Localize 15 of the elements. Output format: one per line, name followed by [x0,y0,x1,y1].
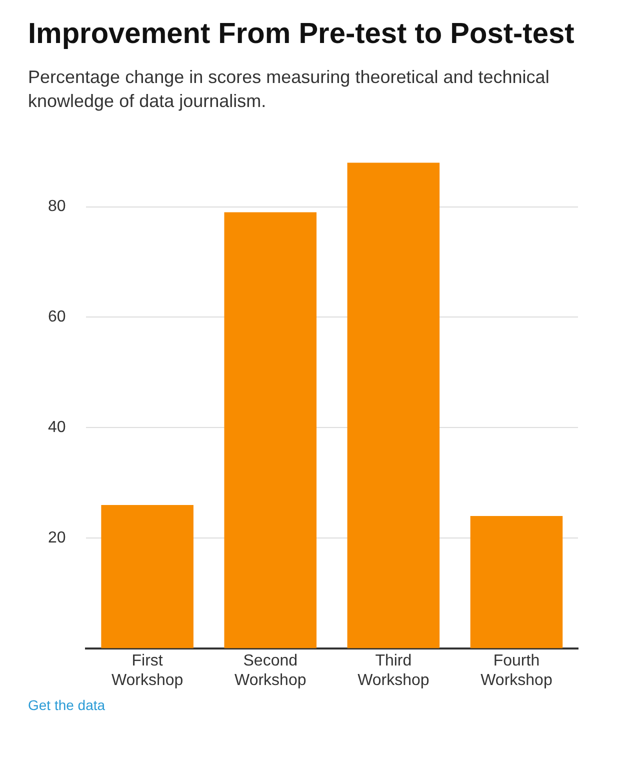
chart-subtitle: Percentage change in scores measuring theoretical and technical knowledge of data journalism. [28,66,550,113]
chart-title: Improvement From Pre-test to Post-test [28,18,576,51]
text: Get the data [28,697,106,713]
bar [224,212,317,648]
bar [101,505,194,648]
x-tick-label: Fourth Workshop [480,652,552,689]
y-tick-label: 20 [48,530,66,547]
x-tick-label: First Workshop [111,652,184,689]
x-tick-label: Second Workshop [234,652,306,689]
y-tick-label: 40 [48,419,66,436]
x-tick-label: Third Workshop [358,652,430,689]
bar [347,162,440,648]
y-tick-label: 80 [48,198,66,216]
bar [470,516,563,648]
y-tick-label: 60 [48,308,66,326]
